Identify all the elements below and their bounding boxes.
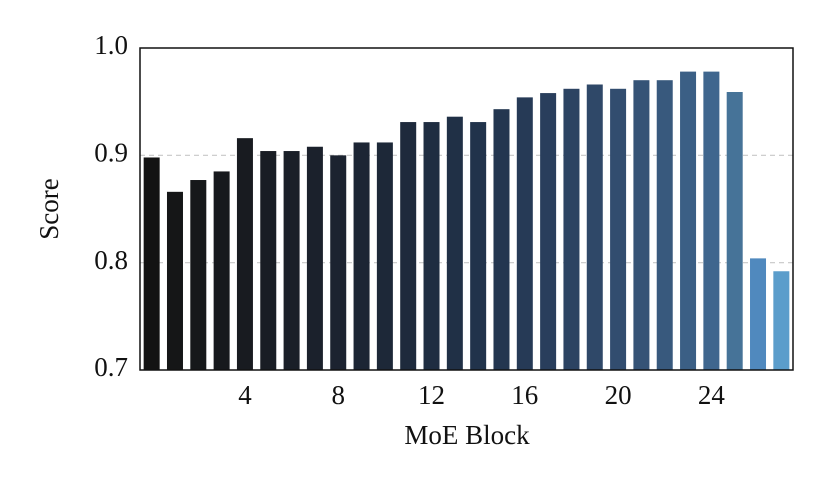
x-tick-label: 24 bbox=[698, 380, 726, 410]
y-tick-label: 1.0 bbox=[94, 30, 128, 60]
bar bbox=[773, 271, 790, 370]
plot-frame bbox=[139, 47, 794, 371]
bar bbox=[353, 142, 370, 370]
bar bbox=[703, 71, 720, 370]
bar bbox=[680, 71, 697, 370]
y-tick-label: 0.9 bbox=[94, 138, 128, 168]
bar bbox=[750, 258, 767, 370]
x-tick-label: 8 bbox=[331, 380, 345, 410]
x-tick-label: 16 bbox=[511, 380, 538, 410]
bar bbox=[516, 97, 533, 370]
bar bbox=[470, 122, 487, 370]
y-axis-title: Score bbox=[34, 178, 64, 239]
bar bbox=[143, 157, 160, 370]
bar bbox=[726, 92, 743, 371]
x-tick-label: 20 bbox=[605, 380, 632, 410]
bar bbox=[213, 171, 230, 370]
bar bbox=[610, 88, 627, 370]
bar bbox=[236, 138, 253, 370]
bar bbox=[306, 146, 323, 370]
x-tick-label: 12 bbox=[418, 380, 445, 410]
bar bbox=[166, 191, 183, 370]
bar bbox=[330, 155, 347, 370]
bar bbox=[376, 142, 393, 370]
bar bbox=[400, 122, 417, 370]
x-axis-title: MoE Block bbox=[404, 420, 530, 450]
bar bbox=[656, 80, 673, 370]
bar bbox=[260, 151, 277, 370]
bar bbox=[540, 93, 557, 370]
x-tick-label: 4 bbox=[238, 380, 252, 410]
bar bbox=[190, 180, 207, 370]
bar bbox=[633, 80, 650, 370]
bar bbox=[563, 88, 580, 370]
y-tick-label: 0.7 bbox=[94, 352, 128, 382]
bar bbox=[283, 151, 300, 370]
y-tick-label: 0.8 bbox=[94, 245, 128, 275]
bar bbox=[423, 122, 440, 370]
bar bbox=[493, 109, 510, 371]
bar bbox=[586, 84, 603, 370]
bar bbox=[446, 116, 463, 371]
